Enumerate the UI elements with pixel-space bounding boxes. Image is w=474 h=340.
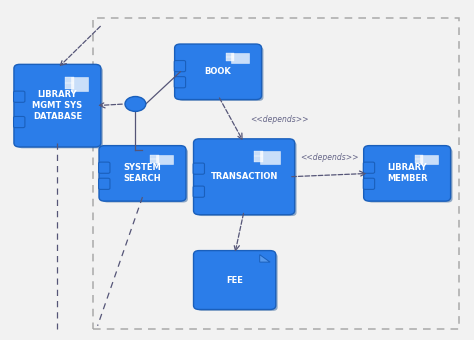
FancyBboxPatch shape: [71, 77, 88, 91]
FancyBboxPatch shape: [364, 146, 451, 201]
FancyBboxPatch shape: [197, 141, 297, 216]
Text: LIBRARY
MEMBER: LIBRARY MEMBER: [387, 163, 428, 184]
FancyBboxPatch shape: [226, 57, 235, 62]
FancyBboxPatch shape: [99, 178, 110, 189]
Polygon shape: [260, 255, 270, 262]
FancyBboxPatch shape: [14, 117, 25, 128]
Text: LIBRARY
MGMT SYS
DATABASE: LIBRARY MGMT SYS DATABASE: [32, 90, 82, 121]
FancyBboxPatch shape: [231, 53, 249, 63]
FancyBboxPatch shape: [99, 146, 186, 201]
FancyBboxPatch shape: [65, 83, 74, 89]
Text: FEE: FEE: [226, 275, 243, 285]
FancyBboxPatch shape: [150, 155, 159, 159]
FancyBboxPatch shape: [197, 253, 278, 311]
Text: <<depends>>: <<depends>>: [300, 153, 358, 162]
FancyBboxPatch shape: [254, 151, 264, 156]
FancyBboxPatch shape: [65, 77, 74, 83]
FancyBboxPatch shape: [415, 155, 423, 159]
Text: <<depends>>: <<depends>>: [250, 115, 309, 124]
Text: SYSTEM
SEARCH: SYSTEM SEARCH: [124, 163, 161, 184]
Circle shape: [125, 97, 146, 112]
FancyBboxPatch shape: [415, 159, 423, 163]
FancyBboxPatch shape: [150, 159, 159, 163]
FancyBboxPatch shape: [260, 151, 281, 164]
FancyBboxPatch shape: [174, 44, 262, 100]
FancyBboxPatch shape: [226, 53, 235, 57]
FancyBboxPatch shape: [174, 76, 186, 88]
FancyBboxPatch shape: [14, 64, 101, 147]
Text: TRANSACTION: TRANSACTION: [210, 172, 278, 181]
FancyBboxPatch shape: [193, 139, 295, 215]
FancyBboxPatch shape: [178, 47, 264, 101]
FancyBboxPatch shape: [18, 67, 103, 148]
FancyBboxPatch shape: [99, 162, 110, 173]
FancyBboxPatch shape: [193, 251, 276, 309]
FancyBboxPatch shape: [254, 156, 264, 162]
FancyBboxPatch shape: [363, 162, 374, 173]
Bar: [93, 18, 459, 329]
FancyBboxPatch shape: [174, 61, 186, 72]
FancyBboxPatch shape: [14, 91, 25, 102]
FancyBboxPatch shape: [363, 178, 374, 189]
FancyBboxPatch shape: [193, 163, 204, 174]
FancyBboxPatch shape: [103, 148, 188, 203]
FancyBboxPatch shape: [367, 148, 453, 203]
FancyBboxPatch shape: [420, 155, 438, 164]
FancyBboxPatch shape: [193, 186, 204, 197]
FancyBboxPatch shape: [155, 155, 173, 164]
Text: BOOK: BOOK: [205, 67, 231, 76]
